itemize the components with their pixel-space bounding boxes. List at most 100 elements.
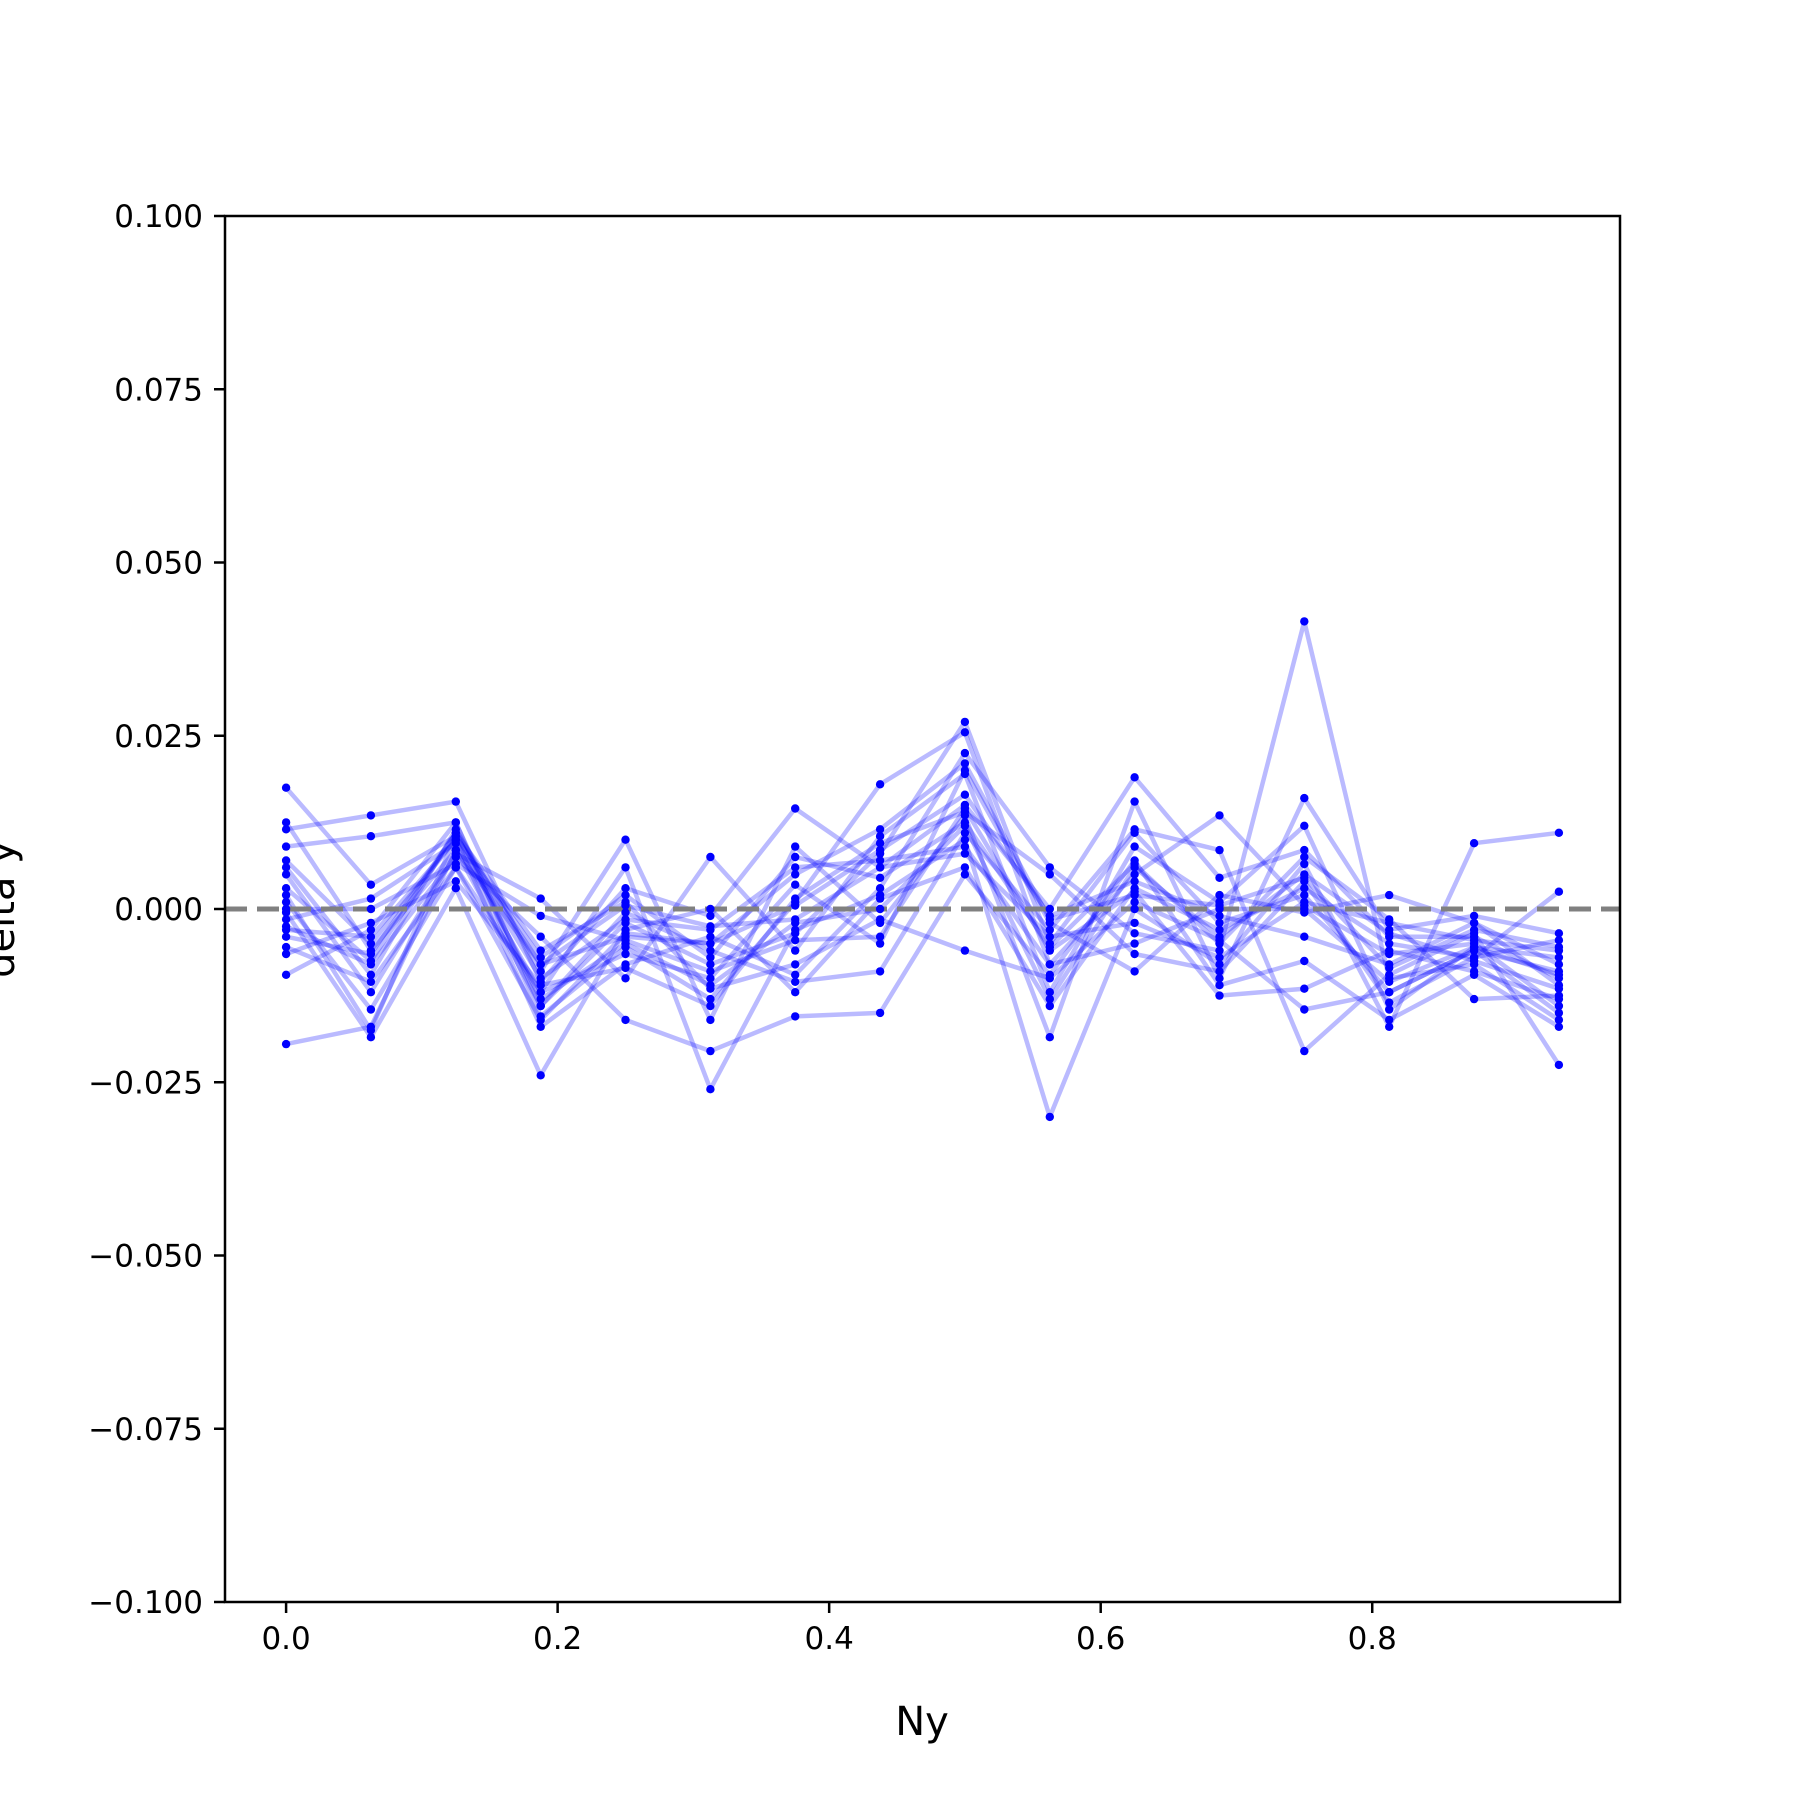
data-point (1385, 890, 1394, 900)
data-point (875, 873, 885, 882)
data-point (1300, 793, 1309, 803)
data-point (451, 835, 460, 844)
data-point (1554, 953, 1564, 962)
data-point (875, 939, 885, 948)
data-point (1045, 918, 1055, 928)
data-point (1300, 897, 1309, 907)
data-point (1554, 887, 1564, 896)
data-point (1215, 911, 1224, 921)
data-point (791, 880, 800, 889)
series-line-15 (285, 809, 1561, 1009)
data-point (621, 835, 630, 844)
data-point (1385, 946, 1394, 955)
data-point (1300, 890, 1309, 900)
data-point (960, 804, 970, 813)
data-point (1385, 998, 1394, 1007)
data-point (281, 949, 291, 959)
data-point (1469, 936, 1479, 945)
data-point (621, 974, 630, 983)
data-point (451, 877, 460, 886)
data-point (281, 818, 291, 827)
data-point (1130, 897, 1139, 907)
data-point (875, 825, 885, 834)
data-point (960, 748, 970, 758)
data-point (791, 901, 800, 910)
data-point (1215, 811, 1224, 820)
data-point (1045, 946, 1055, 955)
data-point (791, 863, 800, 872)
data-point (960, 849, 970, 858)
data-point (621, 929, 630, 938)
y-tick-label: 0.100 (114, 199, 203, 235)
data-point (451, 818, 460, 827)
series-line-6 (284, 795, 1560, 1040)
data-point (536, 1071, 545, 1080)
data-point (536, 988, 545, 997)
data-point (1130, 863, 1139, 872)
data-point (1130, 856, 1139, 865)
data-point (1554, 1022, 1564, 1031)
data-point (791, 977, 800, 986)
data-point (960, 728, 970, 737)
data-point (1045, 960, 1055, 969)
data-point (706, 967, 715, 976)
data-point (281, 1039, 291, 1049)
data-point (1215, 967, 1224, 976)
data-point (1554, 1001, 1564, 1011)
data-point (1215, 925, 1224, 934)
data-point (536, 994, 545, 1004)
data-point (281, 897, 291, 907)
data-point (366, 904, 376, 914)
data-point (1469, 956, 1479, 966)
data-point (706, 981, 715, 990)
data-point (1045, 870, 1055, 879)
data-point (1385, 977, 1394, 986)
data-point (1215, 904, 1224, 914)
data-point (875, 894, 885, 903)
data-point (1130, 842, 1139, 851)
data-point (1385, 960, 1394, 969)
data-point (1385, 929, 1394, 938)
data-point (1554, 960, 1564, 969)
x-tick-label: 0.2 (533, 1621, 582, 1657)
data-point (1300, 932, 1309, 941)
data-point (281, 825, 291, 834)
data-point (1469, 994, 1479, 1004)
data-point (960, 863, 970, 872)
series-line-7 (284, 771, 1560, 1012)
y-axis-label: delta y (0, 840, 24, 978)
data-point (1300, 852, 1309, 862)
data-point (1215, 946, 1224, 955)
data-point (1300, 821, 1309, 830)
data-point (536, 894, 545, 903)
data-point (1554, 936, 1564, 945)
data-point (366, 811, 376, 820)
series-line-20 (284, 823, 1560, 1002)
data-point (1300, 1046, 1309, 1056)
data-point (621, 963, 630, 973)
data-point (706, 1085, 715, 1094)
data-point (1469, 911, 1479, 921)
data-point (791, 842, 800, 851)
data-point (1045, 1112, 1055, 1122)
data-point (451, 884, 460, 893)
series-line-13 (285, 830, 1561, 1015)
data-point (791, 894, 800, 903)
data-point (1215, 991, 1224, 1000)
data-point (536, 946, 545, 955)
data-point (1300, 870, 1309, 879)
x-axis-label: Ny (895, 1699, 949, 1745)
data-point (706, 1046, 715, 1056)
y-tick-label: −0.075 (88, 1412, 203, 1448)
data-point (1130, 825, 1139, 834)
data-point (621, 1015, 630, 1025)
data-point (960, 835, 970, 844)
series-line-2 (284, 719, 1560, 1009)
x-axis-ticks: 0.0 0.2 0.4 0.6 0.8 (261, 1602, 1397, 1657)
data-point (1385, 918, 1394, 928)
data-point (281, 904, 291, 914)
series-line-4 (285, 730, 1561, 1019)
data-point (1045, 988, 1055, 997)
data-point (1045, 925, 1055, 934)
data-point (1554, 1008, 1564, 1018)
